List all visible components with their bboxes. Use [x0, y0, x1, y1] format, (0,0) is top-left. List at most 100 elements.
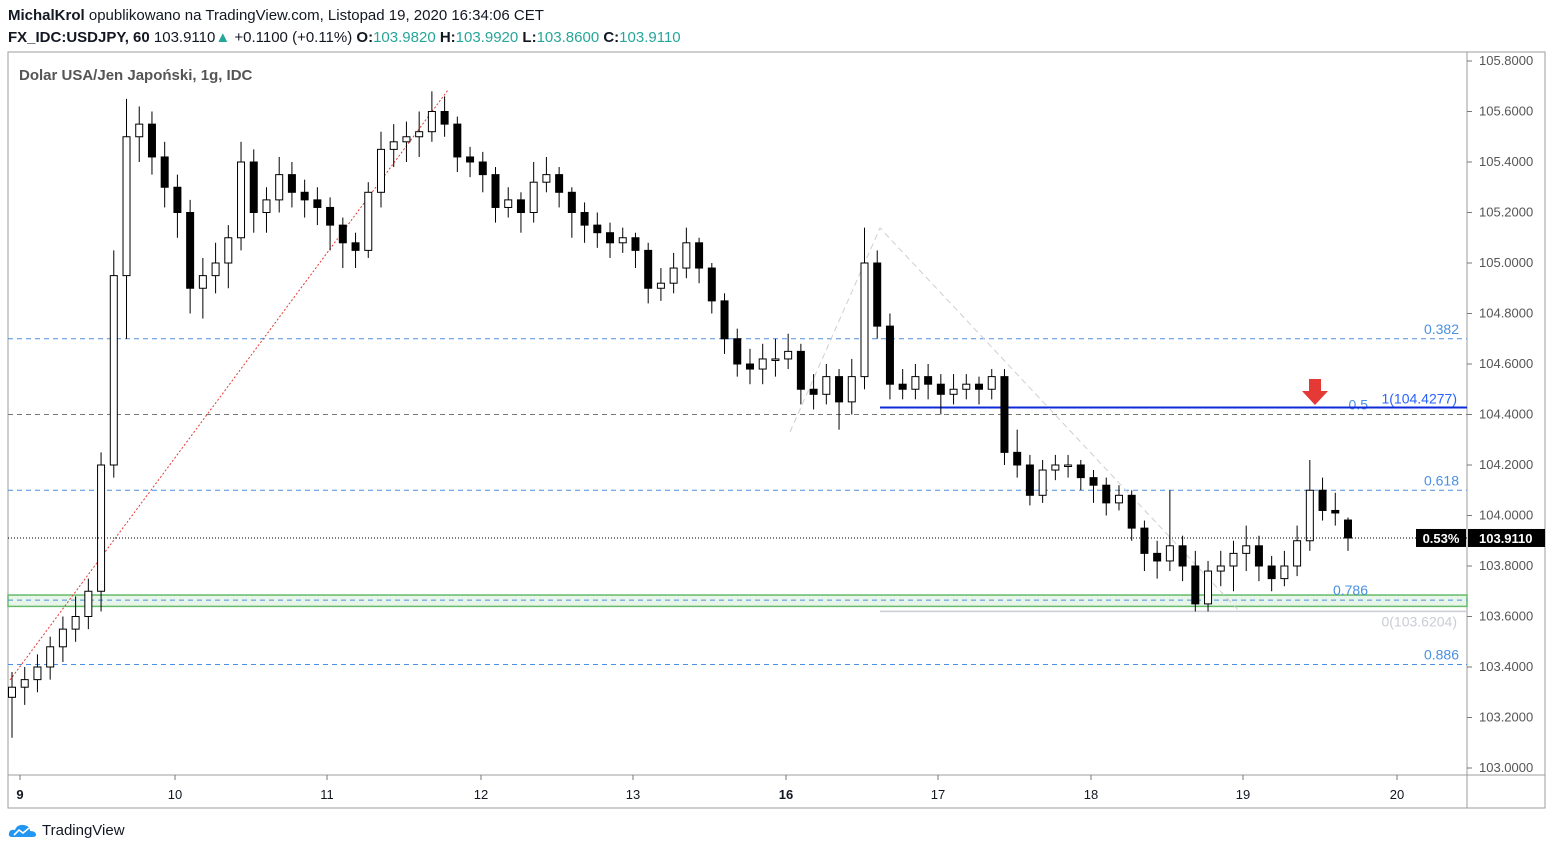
price-tag-label: 103.9110 — [1479, 531, 1533, 546]
candle — [924, 364, 933, 400]
y-tick-label: 105.2000 — [1479, 205, 1533, 220]
candle-body — [1102, 484, 1111, 504]
candle — [975, 376, 984, 405]
candle-body — [147, 123, 156, 158]
fib-anchor-high-label: 1(104.4277) — [1381, 391, 1457, 407]
open-value: 103.9820 — [373, 29, 436, 46]
candle-body — [338, 224, 347, 244]
candle — [338, 217, 347, 269]
tradingview-logo[interactable]: TradingView — [8, 822, 125, 839]
candle-body — [745, 363, 754, 370]
publish-info: MichalKrol opublikowano na TradingView.c… — [8, 7, 544, 24]
candle-body — [580, 212, 589, 226]
candle-body — [1064, 464, 1073, 467]
arrow-down-icon — [1302, 379, 1328, 405]
support-zone — [7, 594, 1468, 608]
candle — [198, 257, 207, 319]
candle — [224, 225, 233, 289]
candle — [211, 242, 220, 294]
candle-body — [644, 249, 653, 289]
candle — [237, 141, 246, 251]
candle — [8, 672, 16, 738]
candle-body — [262, 199, 271, 213]
candle-body — [758, 358, 767, 370]
candle-body — [835, 376, 844, 403]
candle-body — [1114, 494, 1123, 504]
candle — [606, 222, 615, 258]
candle — [58, 616, 67, 662]
candle — [122, 98, 131, 339]
y-tick-label: 103.6000 — [1479, 609, 1533, 624]
trend-line — [9, 89, 449, 681]
candle-body — [300, 191, 309, 201]
candle — [440, 96, 449, 137]
candle-body — [924, 376, 933, 385]
candle-body — [402, 136, 411, 143]
candle-body — [1153, 552, 1162, 562]
candle — [911, 364, 920, 400]
candle-body — [453, 123, 462, 158]
candle-body — [1267, 565, 1276, 580]
x-tick-label: 16 — [779, 787, 793, 802]
candle — [147, 111, 156, 175]
candle — [1165, 490, 1174, 572]
x-tick-label: 12 — [474, 787, 488, 802]
candle — [898, 369, 907, 400]
candle-body — [1280, 565, 1289, 580]
candle — [1293, 525, 1302, 577]
y-tick-label: 105.4000 — [1479, 154, 1533, 169]
candle — [287, 162, 296, 208]
x-tick-label: 18 — [1084, 787, 1098, 802]
candle-body — [1204, 570, 1213, 605]
author[interactable]: MichalKrol — [8, 7, 85, 24]
candle — [618, 227, 627, 253]
candle — [84, 578, 93, 630]
candle-body — [389, 141, 398, 150]
candle — [1305, 459, 1314, 551]
candle-body — [720, 300, 729, 340]
fib-level-label: 0.5 — [1349, 397, 1369, 413]
candle-body — [784, 350, 793, 360]
candle-body — [1344, 519, 1352, 539]
candle — [758, 343, 767, 385]
candle-body — [987, 376, 996, 390]
candle-body — [911, 376, 920, 390]
candle — [1216, 550, 1225, 587]
candle — [860, 227, 869, 390]
candle — [1000, 369, 1009, 465]
candle — [33, 654, 42, 693]
fib-retracement-path — [789, 227, 1241, 613]
candle — [1102, 477, 1111, 516]
candle-body — [249, 161, 258, 213]
candle-body — [1216, 565, 1225, 572]
candle — [1254, 535, 1263, 582]
candle — [1089, 470, 1098, 503]
candle-body — [84, 590, 93, 617]
candle-body — [135, 123, 144, 138]
candle-body — [1127, 494, 1136, 529]
candle-body — [20, 679, 29, 688]
chart-frame — [7, 51, 1546, 809]
candle — [593, 212, 602, 248]
candle — [300, 179, 309, 218]
symbol: FX_IDC:USDJPY, 60 — [8, 29, 150, 46]
candle — [427, 91, 436, 142]
candle — [1242, 525, 1251, 572]
candle — [1318, 477, 1327, 521]
candle-body — [109, 275, 118, 466]
candle-body — [873, 262, 882, 327]
percent-tag-label: 0.53% — [1423, 531, 1460, 546]
candle-body — [1191, 565, 1200, 605]
candle — [186, 199, 195, 314]
candle-body — [695, 242, 704, 269]
candle-body — [1305, 489, 1314, 542]
candle — [453, 116, 462, 173]
candle — [987, 369, 996, 400]
candle — [1153, 540, 1162, 579]
fib-anchor-low-label: 0(103.6204) — [1381, 613, 1457, 629]
candle-body — [669, 267, 678, 284]
candle — [1013, 429, 1022, 478]
candle — [1064, 454, 1073, 478]
candle-body — [8, 686, 16, 698]
